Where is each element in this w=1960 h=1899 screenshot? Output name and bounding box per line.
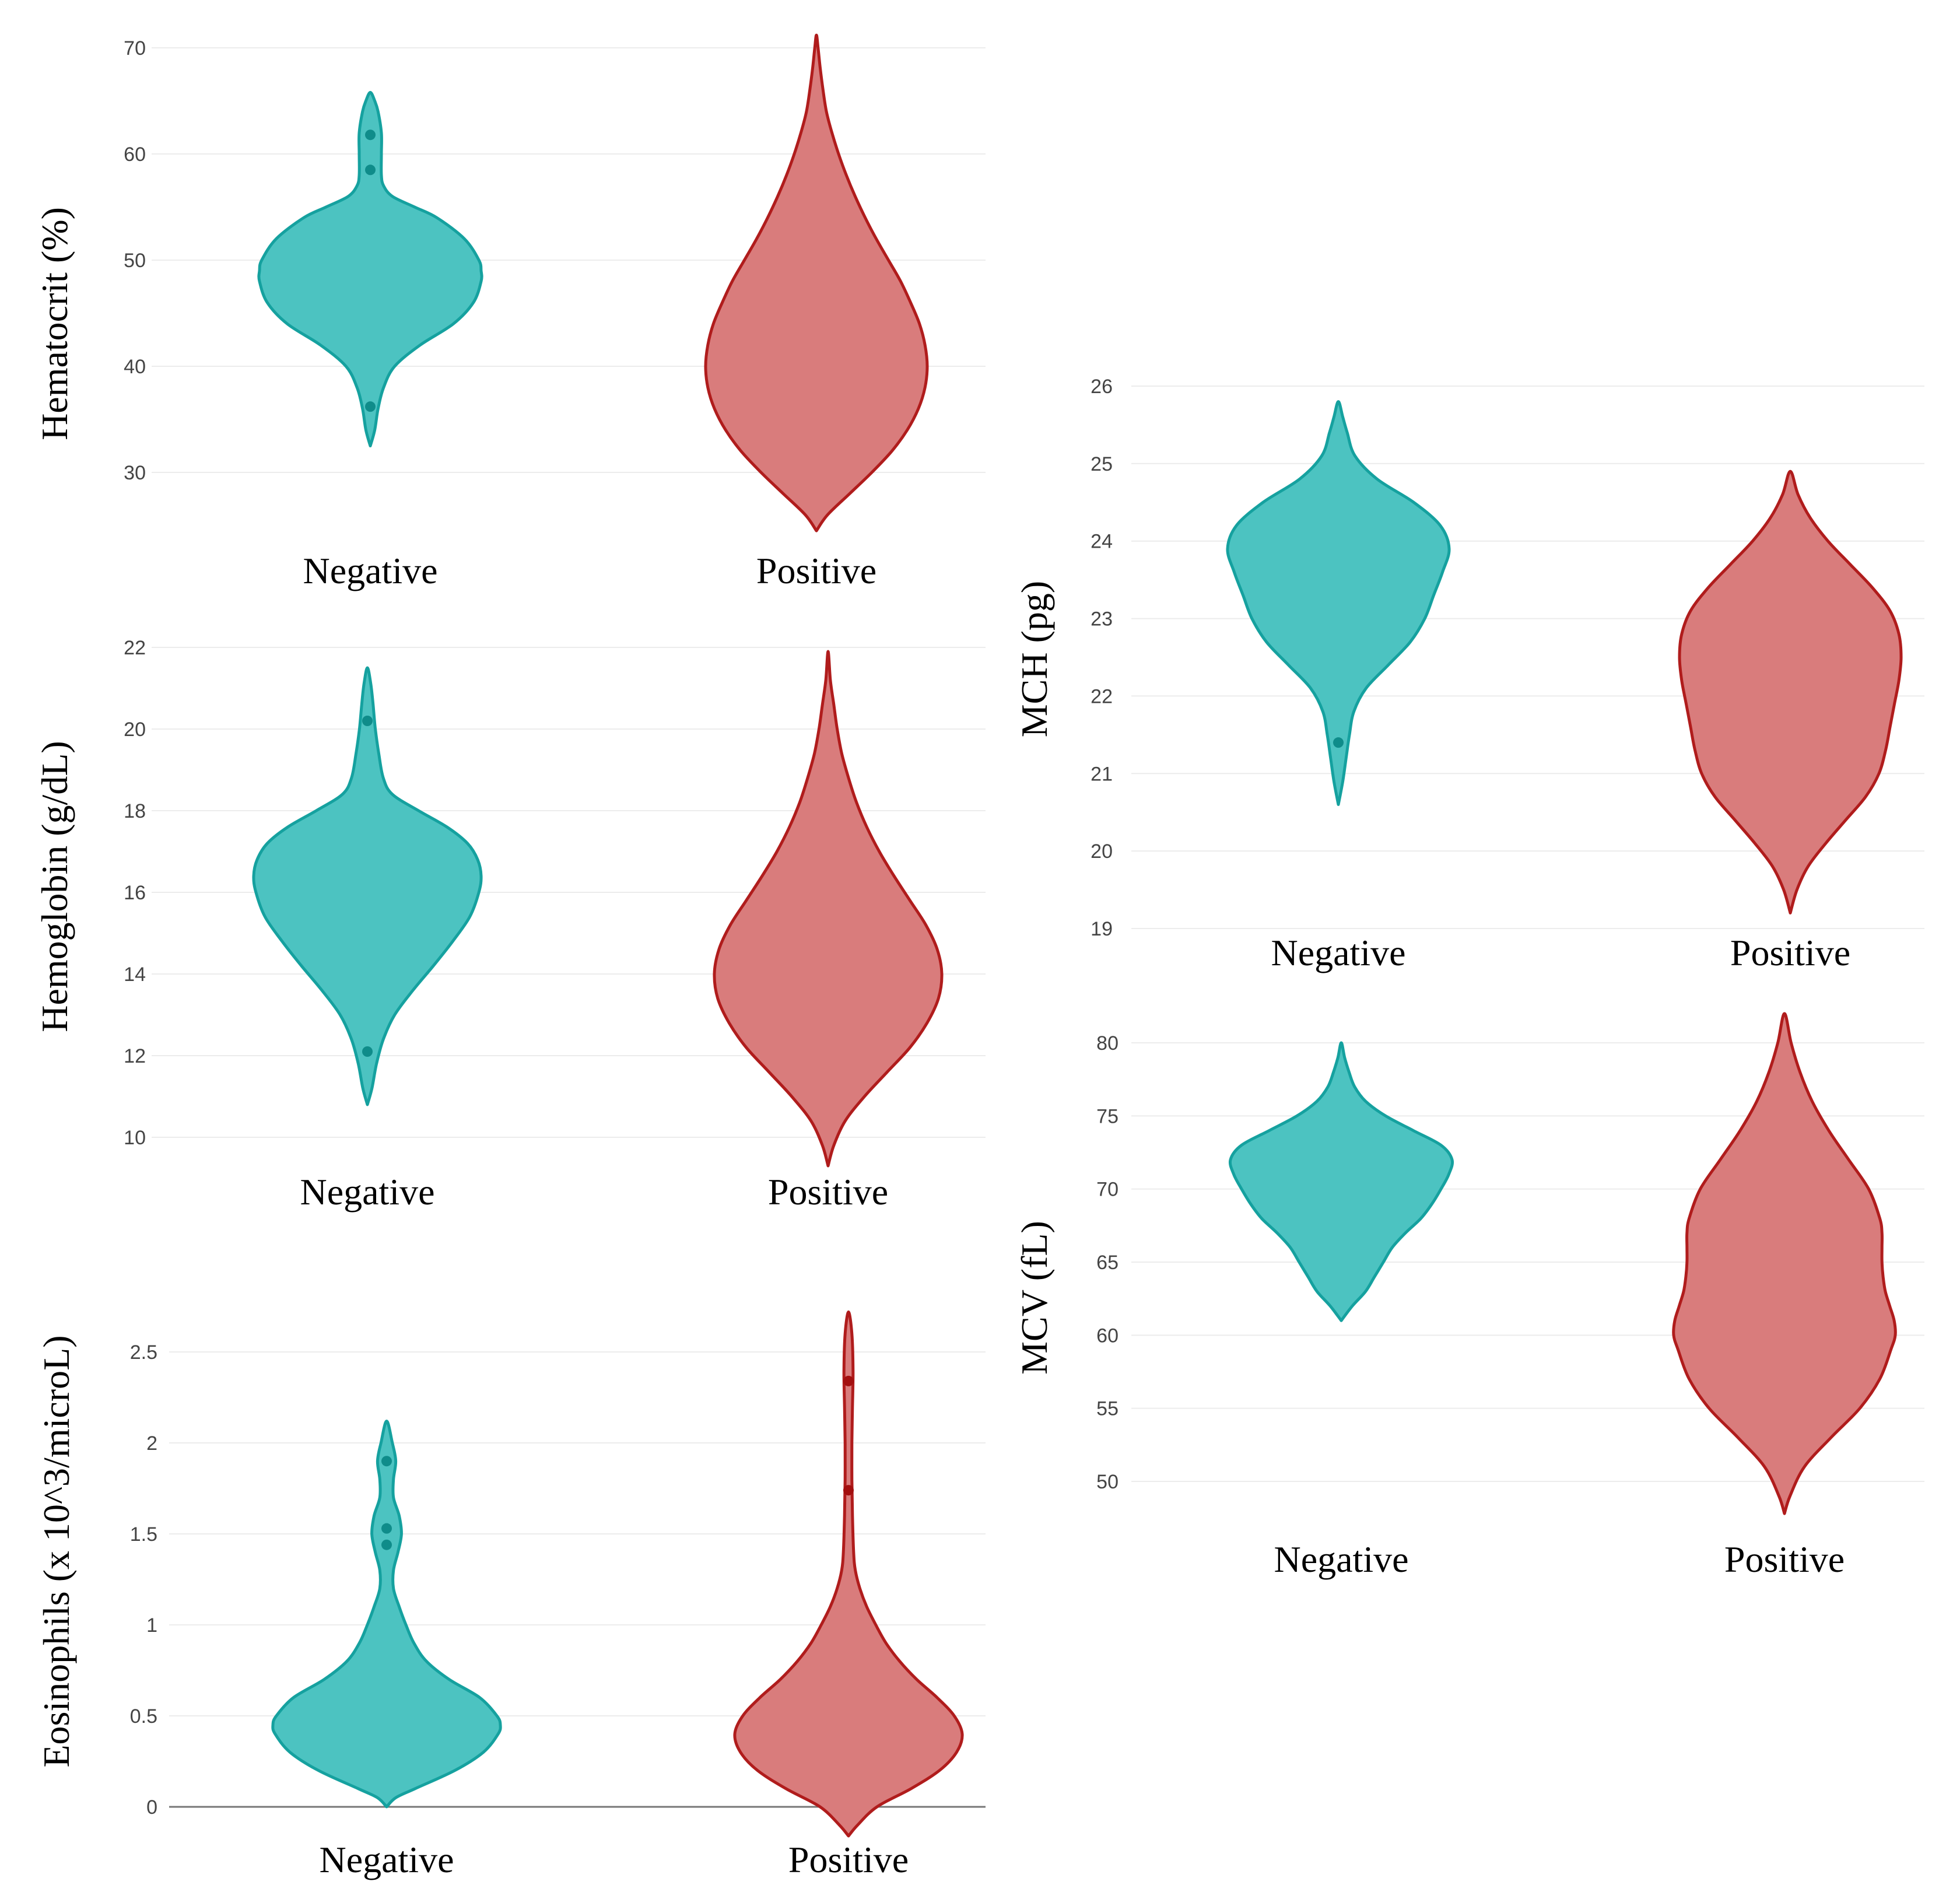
- violin-positive: [713, 650, 944, 1168]
- outlier-point: [381, 1539, 392, 1550]
- x-category-label: Negative: [1271, 932, 1406, 973]
- y-tick-label: 25: [1091, 453, 1113, 475]
- y-tick-label: 22: [124, 637, 146, 659]
- y-tick-label: 22: [1091, 685, 1113, 707]
- x-category-label: Positive: [788, 1839, 909, 1880]
- outlier-point: [362, 716, 373, 726]
- y-tick-label: 26: [1091, 376, 1113, 398]
- violin-negative: [257, 90, 483, 447]
- y-tick-label: 2.5: [130, 1341, 157, 1364]
- panel-hematocrit: 30 40 50 60 70 Negative Positive Hematocrit (%): [34, 33, 986, 591]
- y-tick-label: 18: [124, 800, 146, 822]
- y-tick-label: 70: [124, 37, 146, 59]
- x-category-label: Negative: [320, 1839, 454, 1880]
- y-tick-label: 60: [1096, 1325, 1119, 1347]
- y-tick-label: 0.5: [130, 1705, 157, 1728]
- y-axis-label: Hemoglobin (g/dL): [34, 741, 75, 1032]
- y-tick-label: 14: [124, 963, 146, 986]
- x-category-label: Negative: [300, 1171, 435, 1213]
- violin-positive: [704, 33, 929, 532]
- y-tick-label: 55: [1096, 1398, 1119, 1420]
- violin-negative: [1226, 400, 1451, 806]
- y-tick-label: 1.5: [130, 1523, 157, 1546]
- y-tick-label: 20: [1091, 840, 1113, 863]
- y-axis-label: Hematocrit (%): [34, 207, 75, 440]
- y-tick-label: 2: [146, 1432, 157, 1455]
- outlier-point: [381, 1523, 392, 1534]
- outlier-point: [1333, 737, 1344, 748]
- y-tick-label: 16: [124, 882, 146, 904]
- y-tick-label: 30: [124, 462, 146, 484]
- y-tick-label: 70: [1096, 1179, 1119, 1201]
- y-tick-label: 23: [1091, 608, 1113, 630]
- y-tick-label: 21: [1091, 763, 1113, 785]
- y-tick-label: 75: [1096, 1105, 1119, 1127]
- y-tick-label: 12: [124, 1045, 146, 1067]
- outlier-point: [365, 129, 376, 141]
- x-category-label: Positive: [768, 1171, 888, 1213]
- x-category-label: Positive: [756, 550, 876, 591]
- violin-negative: [271, 1420, 502, 1809]
- outlier-point: [362, 1046, 373, 1057]
- y-axis-label: MCH (pg): [1014, 581, 1055, 737]
- panel-mch: 19 20 21 22 23 24 25 26 Negative Positive MCH (pg): [1014, 376, 1924, 973]
- violin-negative: [1228, 1041, 1454, 1322]
- violin-positive: [1678, 470, 1903, 915]
- panel-eosinophils: 0 0.5 1 1.5 2 2.5 Negative Positive Eosinophils …: [36, 1310, 986, 1880]
- violin-negative: [252, 666, 483, 1106]
- y-tick-label: 19: [1091, 918, 1113, 940]
- y-tick-label: 10: [124, 1127, 146, 1149]
- violin-positive: [1672, 1012, 1897, 1515]
- y-tick-label: 50: [124, 250, 146, 272]
- y-tick-label: 80: [1096, 1032, 1119, 1054]
- y-tick-label: 20: [124, 719, 146, 741]
- x-category-label: Positive: [1724, 1539, 1845, 1580]
- outlier-point: [843, 1375, 854, 1386]
- panel-mcv: 50 55 60 65 70 75 80 Negative Positive MCV (fL): [1014, 1012, 1924, 1580]
- y-tick-label: 0: [146, 1796, 157, 1819]
- y-tick-label: 60: [124, 143, 146, 166]
- x-category-label: Positive: [1730, 932, 1850, 973]
- y-tick-label: 24: [1091, 531, 1113, 553]
- y-tick-label: 40: [124, 356, 146, 378]
- y-tick-label: 50: [1096, 1471, 1119, 1493]
- outlier-point: [365, 164, 376, 176]
- y-tick-label: 65: [1096, 1252, 1119, 1274]
- outlier-point: [843, 1485, 854, 1496]
- y-tick-label: 1: [146, 1614, 157, 1637]
- violin-positive: [733, 1310, 964, 1838]
- y-axis-label: MCV (fL): [1014, 1221, 1055, 1375]
- panel-hemoglobin: 10 12 14 16 18 20 22 Negative Positive Hemoglobin…: [34, 637, 986, 1213]
- outlier-point: [381, 1456, 392, 1467]
- x-category-label: Negative: [1274, 1539, 1409, 1580]
- outlier-point: [365, 401, 376, 412]
- y-axis-label: Eosinophils (x 10^3/microL): [36, 1335, 77, 1767]
- x-category-label: Negative: [303, 550, 438, 591]
